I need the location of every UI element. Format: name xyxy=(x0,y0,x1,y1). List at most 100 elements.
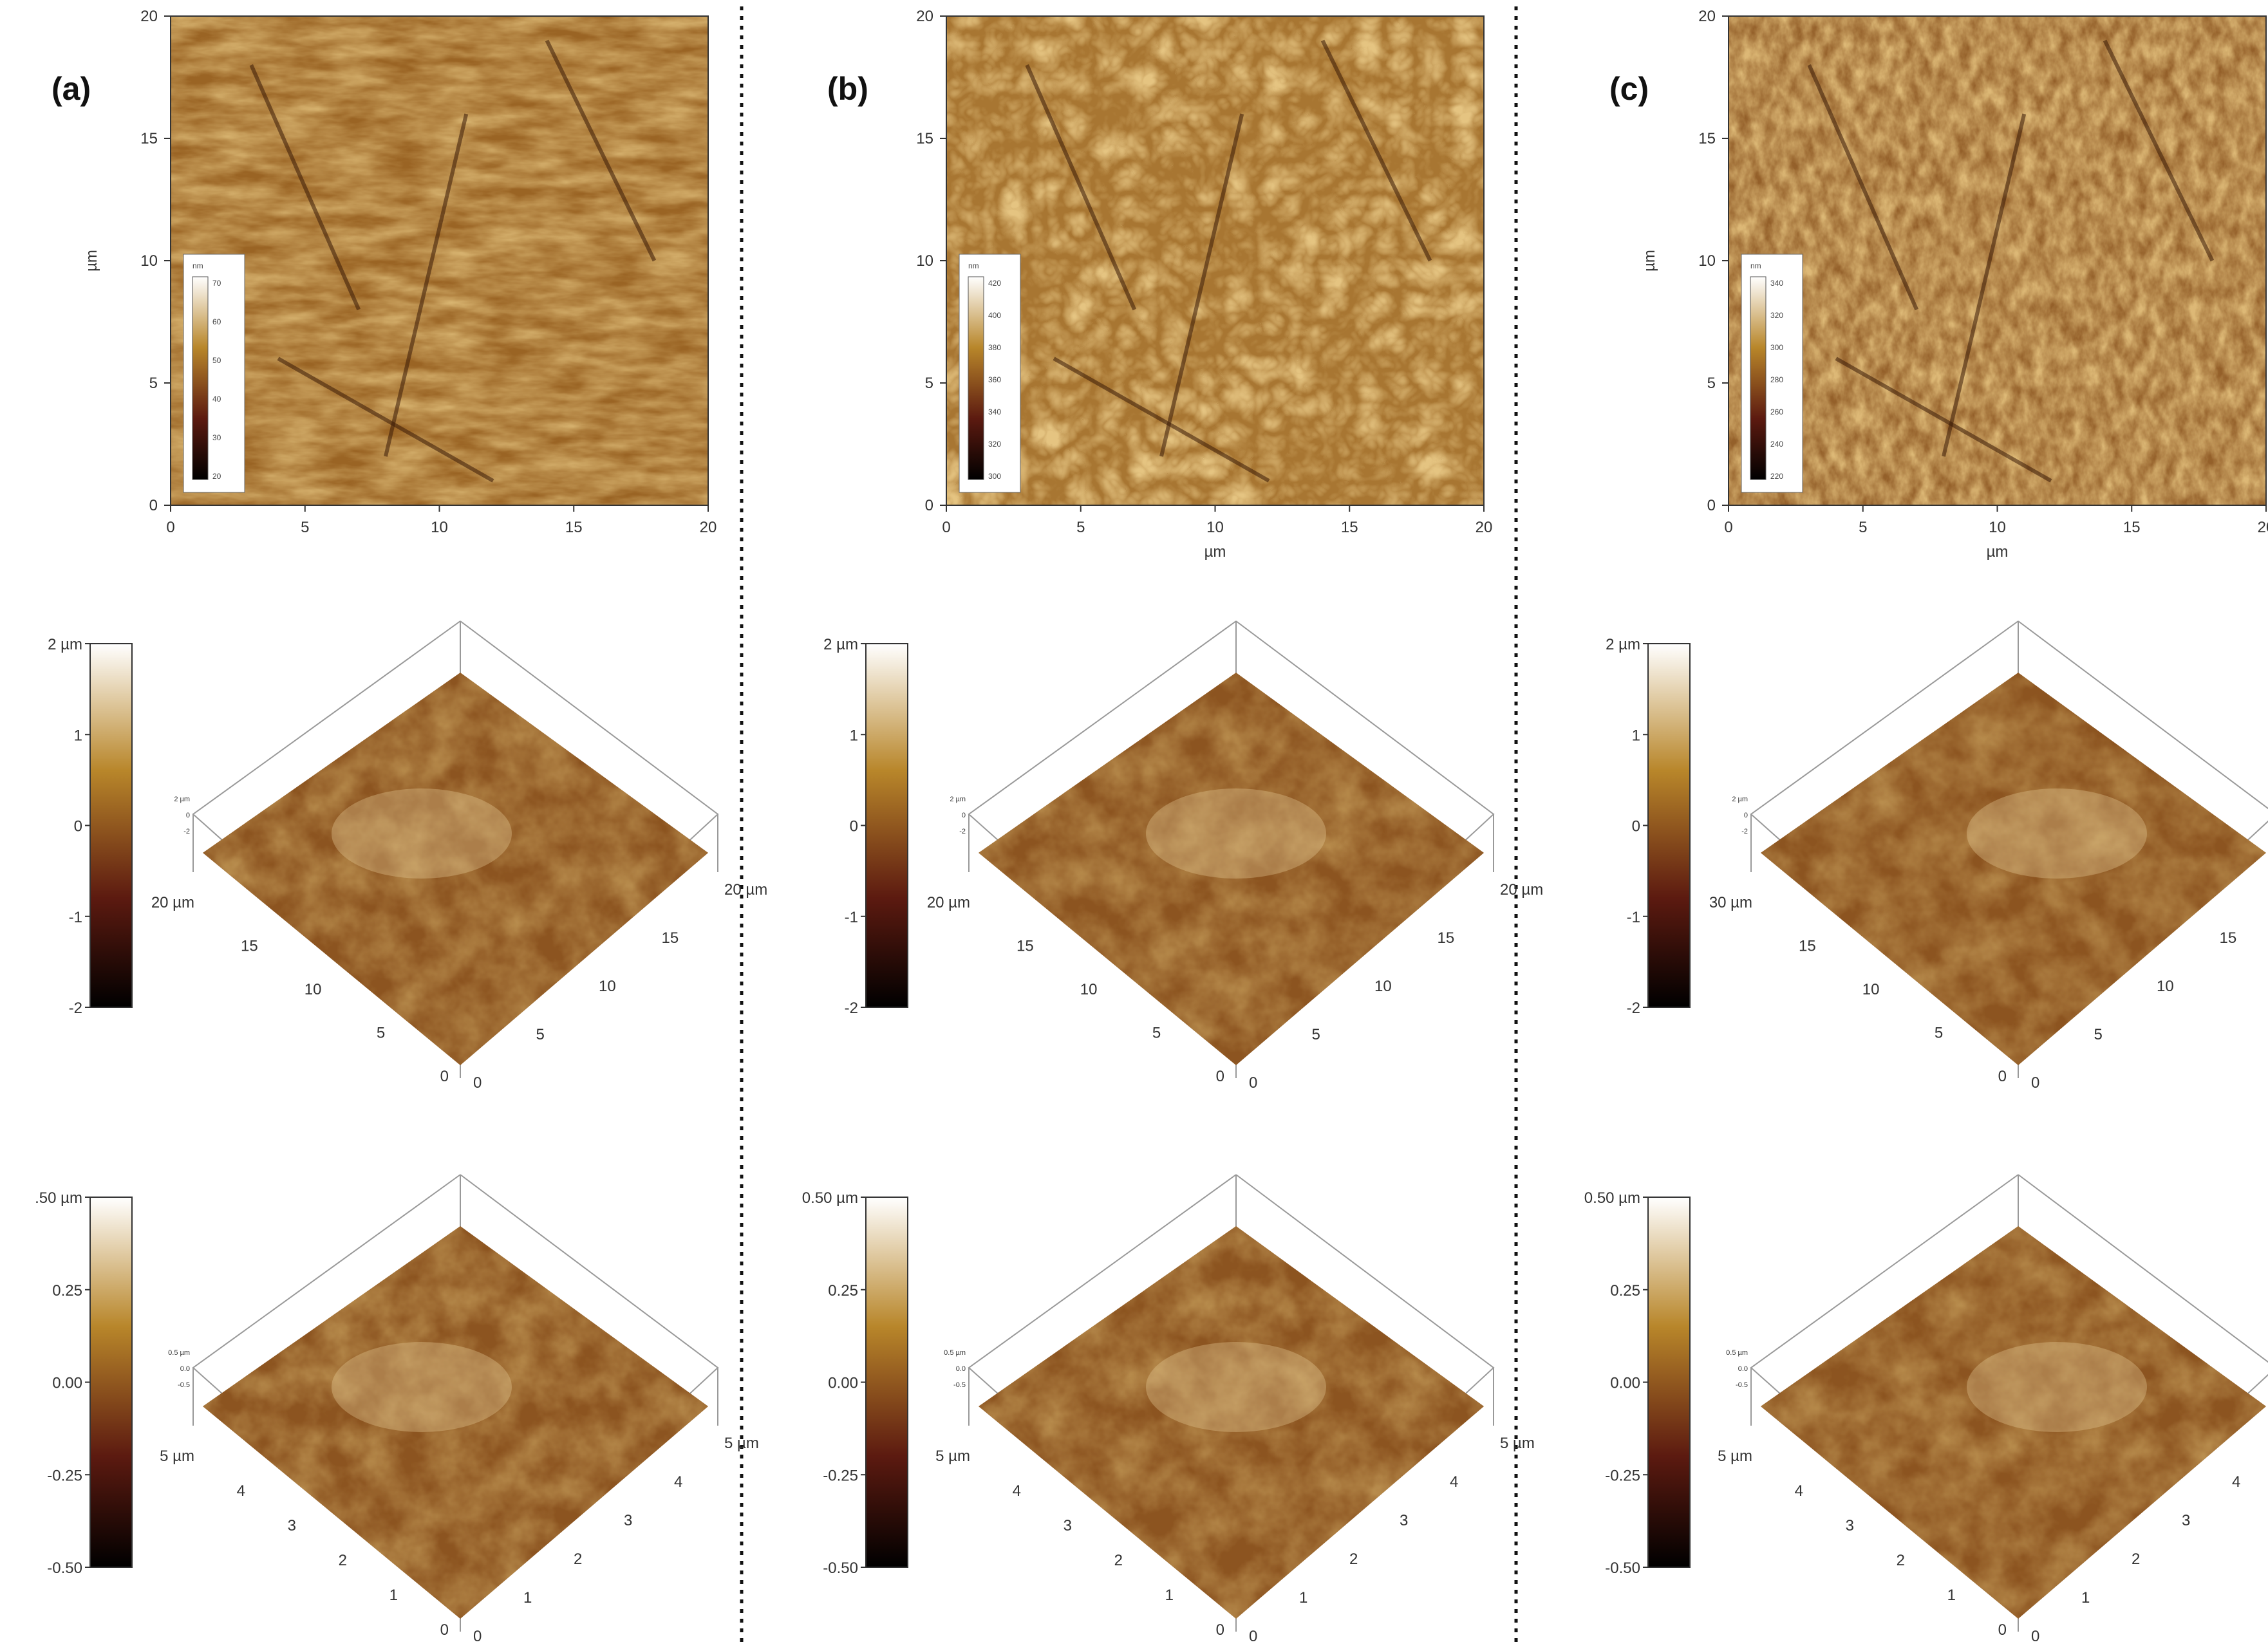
x-tick-label: 10 xyxy=(1206,519,1224,536)
z-tick-label: -0.5 xyxy=(953,1381,966,1389)
colorbar-tick: 0.25 xyxy=(1610,1282,1640,1300)
surface-highlight xyxy=(1146,788,1326,879)
left-axis-tick: 4 xyxy=(1013,1482,1021,1500)
colorbar-tick: .50 µm xyxy=(35,1189,82,1207)
right-axis-tick: 1 xyxy=(523,1589,532,1607)
y-tick-label: 5 xyxy=(925,375,933,392)
left-axis-tick: 0 xyxy=(1998,1068,2007,1085)
colorbar-tick: 70 xyxy=(212,279,221,288)
left-axis-tick: 10 xyxy=(305,981,322,998)
colorbar-tick: 240 xyxy=(1770,440,1783,449)
x-tick-label: 15 xyxy=(2123,519,2141,536)
z-tick-label: -0.5 xyxy=(1736,1381,1748,1389)
right-axis-tick: 0 xyxy=(2031,1628,2039,1645)
left-axis-tick: 5 µm xyxy=(935,1448,970,1465)
left-axis-tick: 5 xyxy=(1935,1025,1943,1042)
colorbar-tick: -2 xyxy=(69,1000,82,1017)
right-axis-tick: 5 xyxy=(536,1026,545,1043)
surface-highlight xyxy=(1146,1342,1326,1432)
surface-crack xyxy=(545,39,657,262)
colorbar xyxy=(1647,643,1691,1008)
right-axis-tick: 2 xyxy=(574,1551,582,1568)
left-axis-tick: 1 xyxy=(1947,1587,1956,1604)
colorbar-tick: 2 µm xyxy=(1606,636,1640,653)
colorbar-tick: 360 xyxy=(988,375,1001,384)
panel-label: (c) xyxy=(1609,71,1649,107)
surface-crack xyxy=(2103,39,2215,262)
left-axis-tick: 5 µm xyxy=(1718,1448,1752,1465)
colorbar-tick: 0 xyxy=(1632,818,1640,835)
left-axis-tick: 10 xyxy=(1080,981,1098,998)
colorbar-tick: -0.25 xyxy=(823,1467,858,1484)
left-axis-tick: 1 xyxy=(389,1587,398,1604)
y-tick-label: 20 xyxy=(140,8,158,25)
right-axis-tick: 0 xyxy=(473,1074,482,1092)
surface-highlight xyxy=(332,1342,512,1432)
surface-3d-5um: 0.50 µm 0.25 0.00 -0.25 -0.50 0.5 µm 0.0 -0.5 5 … xyxy=(1584,1174,2268,1645)
surface-crack xyxy=(1159,113,1244,457)
z-tick-label: -0.5 xyxy=(178,1381,190,1389)
surface-highlight xyxy=(1967,788,2147,879)
z-tick-label: 0.5 µm xyxy=(1726,1349,1748,1357)
colorbar-tick: -0.25 xyxy=(1605,1467,1640,1484)
surface-crack xyxy=(249,64,361,311)
afm-height-map: 0 5 10 15 20 0 5 10 15 20 µm nm 420 400 380 360 340 320 30… xyxy=(916,8,1492,561)
x-tick-label: 0 xyxy=(942,519,950,536)
colorbar-unit: nm xyxy=(968,261,979,270)
colorbar-tick: 0.00 xyxy=(828,1375,858,1392)
colorbar xyxy=(865,1197,908,1568)
colorbar-tick: -0.50 xyxy=(1605,1560,1640,1577)
left-axis-tick: 20 µm xyxy=(151,894,194,911)
colorbar-tick: 40 xyxy=(212,395,221,404)
left-axis-tick: 0 xyxy=(1998,1621,2007,1639)
colorbar-tick: 0.25 xyxy=(52,1282,82,1300)
y-tick-label: 0 xyxy=(149,497,158,514)
colorbar-tick: 300 xyxy=(1770,343,1783,352)
colorbar-tick: 340 xyxy=(1770,279,1783,288)
right-axis-tick: 15 xyxy=(1438,929,1455,947)
left-axis-tick: 3 xyxy=(1064,1517,1072,1534)
z-tick-label: 0.0 xyxy=(1738,1365,1748,1373)
colorbar xyxy=(89,1197,133,1568)
inset-colorbar: nm 420 400 380 360 340 320 300 xyxy=(959,254,1021,493)
z-tick-label: 0 xyxy=(962,812,966,819)
colorbar-tick: -0.50 xyxy=(823,1560,858,1577)
y-tick-label: 15 xyxy=(140,130,158,147)
colorbar-tick: -2 xyxy=(845,1000,858,1017)
colorbar-tick: 2 µm xyxy=(48,636,82,653)
inset-colorbar: nm 340 320 300 280 260 240 220 xyxy=(1741,254,1803,493)
x-tick-label: 10 xyxy=(1989,519,2006,536)
right-axis-tick: 0 xyxy=(1249,1074,1257,1092)
z-tick-label: 0.0 xyxy=(956,1365,966,1373)
surface-crack xyxy=(1320,39,1432,262)
colorbar-tick: 0.50 µm xyxy=(1584,1189,1640,1207)
right-axis-tick: 20 µm xyxy=(1500,881,1543,899)
colorbar xyxy=(1647,1197,1691,1568)
right-axis-tick: 15 xyxy=(2220,929,2237,947)
colorbar-tick: 280 xyxy=(1770,375,1783,384)
colorbar-tick: 220 xyxy=(1770,472,1783,481)
y-tick-label: 0 xyxy=(925,497,933,514)
left-axis-tick: 2 xyxy=(339,1552,347,1569)
x-tick-label: 15 xyxy=(565,519,583,536)
left-axis-tick: 0 xyxy=(440,1621,449,1639)
y-tick-label: 10 xyxy=(916,252,933,270)
left-axis-tick: 30 µm xyxy=(1709,894,1752,911)
z-tick-label: 2 µm xyxy=(950,796,966,803)
left-axis-tick: 10 xyxy=(1862,981,1880,998)
z-tick-label: 0.5 µm xyxy=(168,1349,190,1357)
right-axis-tick: 5 µm xyxy=(1500,1435,1535,1452)
surface-crack xyxy=(1807,64,1918,311)
surface-crack xyxy=(1025,64,1136,311)
colorbar-unit: nm xyxy=(1750,261,1761,270)
right-axis-tick: 4 xyxy=(1450,1473,1458,1491)
colorbar-tick: 380 xyxy=(988,343,1001,352)
panel-label: (a) xyxy=(52,71,91,107)
surface-highlight xyxy=(1967,1342,2147,1432)
panel-label: (b) xyxy=(827,71,868,107)
y-tick-label: 10 xyxy=(140,252,158,270)
x-tick-label: 10 xyxy=(431,519,448,536)
